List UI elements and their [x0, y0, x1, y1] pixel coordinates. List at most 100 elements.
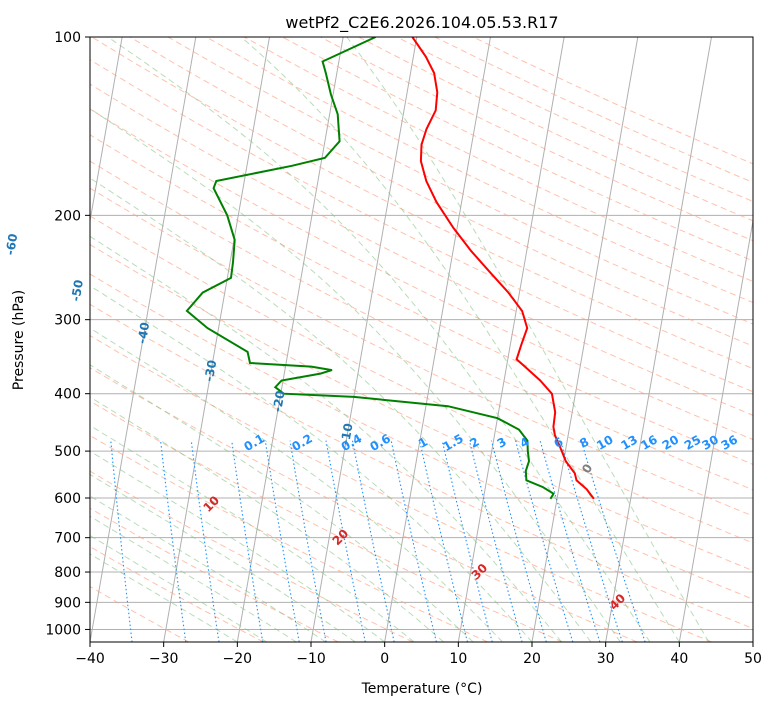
x-tick-label: −10	[296, 651, 326, 667]
isotherm-line	[531, 37, 639, 642]
y-tick-label: 900	[54, 595, 81, 611]
mixing-ratio-line	[160, 440, 187, 642]
chart-title: wetPf2_C2E6.2026.104.05.53.R17	[285, 13, 558, 33]
dry-adiabat-line	[90, 273, 753, 600]
dry-adiabat-line	[396, 37, 753, 203]
mixing-ratio-label: 36	[719, 432, 740, 452]
mixing-ratio-label: 3	[495, 435, 509, 451]
mixing-ratio-label: 20	[660, 432, 681, 452]
moist-adiabat-line	[90, 177, 592, 642]
sounding-lines	[185, 37, 595, 500]
mixing-ratio-line	[351, 440, 395, 642]
dry-adiabat-line	[90, 546, 264, 642]
dry-adiabat-line	[90, 134, 753, 465]
y-tick-label: 1000	[45, 622, 81, 638]
y-tick-label: 800	[54, 565, 81, 581]
x-tick-label: 0	[380, 651, 389, 667]
dry-adiabat-line	[282, 37, 753, 262]
moist-adiabat-line	[90, 235, 562, 642]
mixing-ratio-line	[539, 440, 601, 642]
isotherm-label: -50	[69, 279, 87, 303]
moist-adiabat-line	[90, 534, 268, 642]
dry-adiabat-line	[167, 37, 753, 325]
dry-adiabat-line	[358, 37, 753, 222]
dry-adiabat-line	[90, 585, 190, 642]
dry-adiabat-line	[91, 37, 753, 370]
mixing-ratio-line	[190, 440, 220, 642]
isotherm-line	[90, 37, 197, 642]
y-tick-label: 100	[54, 30, 81, 46]
mixing-ratio-label: 4	[518, 435, 532, 451]
y-tick-label: 400	[54, 387, 81, 403]
moist-adiabat-line	[90, 364, 474, 642]
dry-adiabat-line	[90, 243, 753, 572]
mixing-ratio-line	[515, 440, 574, 642]
dry-adiabat-line	[90, 400, 563, 642]
mixing-ratio-line	[110, 440, 133, 642]
mixing-ratio-label: 13	[618, 432, 639, 452]
dry-adiabat-line	[472, 37, 753, 165]
mixing-ratio-line	[231, 440, 264, 642]
plot-frame	[89, 36, 754, 643]
moist-adiabat-line	[90, 327, 503, 642]
line-labels: -100-90-80-70-60-50-40-30-20-100.10.20.4…	[3, 233, 740, 613]
moist-adiabat-line	[346, 37, 710, 642]
dry-adiabat-label: 20	[330, 526, 352, 548]
mixing-ratio-line	[419, 440, 469, 642]
isotherm-line	[752, 639, 753, 642]
temperature-line	[411, 37, 595, 500]
moist-adiabat-line	[90, 424, 415, 642]
isotherm-line	[236, 37, 344, 642]
mixing-ratio-label: 6	[551, 435, 565, 451]
dry-adiabat-label: 10	[200, 493, 222, 515]
moist-adiabat-line	[90, 285, 533, 642]
moist-adiabat-line	[90, 108, 621, 642]
mixing-ratio-line	[441, 440, 493, 642]
x-tick-label: 40	[670, 651, 688, 667]
dry-adiabat-line	[434, 37, 753, 183]
x-tick-label: −20	[223, 651, 253, 667]
mixing-ratio-line	[490, 440, 547, 642]
isotherm-label: -40	[135, 321, 153, 345]
dry-adiabat-line	[90, 507, 339, 642]
dry-adiabat-line	[90, 187, 753, 517]
dry-adiabat-line	[90, 59, 753, 393]
mixing-ratio-line	[325, 440, 366, 642]
y-axis-label: Pressure (hPa)	[11, 290, 27, 390]
y-tick-label: 500	[54, 444, 81, 460]
isotherm-line	[605, 37, 712, 642]
moist-adiabat-line	[90, 396, 444, 642]
isotherm-line	[90, 37, 123, 224]
dewpoint-line	[185, 37, 555, 500]
moist-adiabat-line	[240, 37, 680, 642]
dry-adiabat-line	[90, 83, 753, 416]
x-tick-label: 30	[597, 651, 615, 667]
isotherm-label: -60	[3, 233, 21, 257]
mixing-ratio-line	[289, 440, 327, 642]
dry-adiabat-line	[90, 367, 638, 642]
x-tick-label: 20	[523, 651, 541, 667]
mixing-ratio-line	[264, 440, 300, 642]
axes: −40 −30 −20 −10 0 10 20 30 40 5010020030040050060…	[45, 30, 762, 667]
isotherm-label: -20	[270, 389, 288, 413]
isotherm-label: -30	[202, 359, 220, 383]
moist-adiabat-label: 0	[579, 462, 595, 476]
moist-adiabat-line	[90, 450, 385, 642]
y-tick-label: 600	[54, 491, 81, 507]
moist-adiabat-line	[90, 553, 238, 642]
dry-adiabat-label: 40	[607, 591, 629, 613]
dry-adiabat-line	[90, 215, 753, 544]
dry-adiabat-line	[90, 303, 753, 630]
isotherm-label: -10	[338, 422, 356, 446]
background-lines	[90, 37, 753, 642]
isotherm-line	[163, 37, 270, 642]
mixing-ratio-line	[390, 440, 437, 642]
y-tick-label: 200	[54, 208, 81, 224]
dry-adiabat-line	[90, 434, 488, 642]
x-tick-label: 50	[744, 651, 762, 667]
y-tick-label: 300	[54, 313, 81, 329]
dry-adiabat-line	[90, 470, 414, 642]
mixing-ratio-label: 1	[416, 435, 430, 451]
x-tick-label: 10	[449, 651, 467, 667]
